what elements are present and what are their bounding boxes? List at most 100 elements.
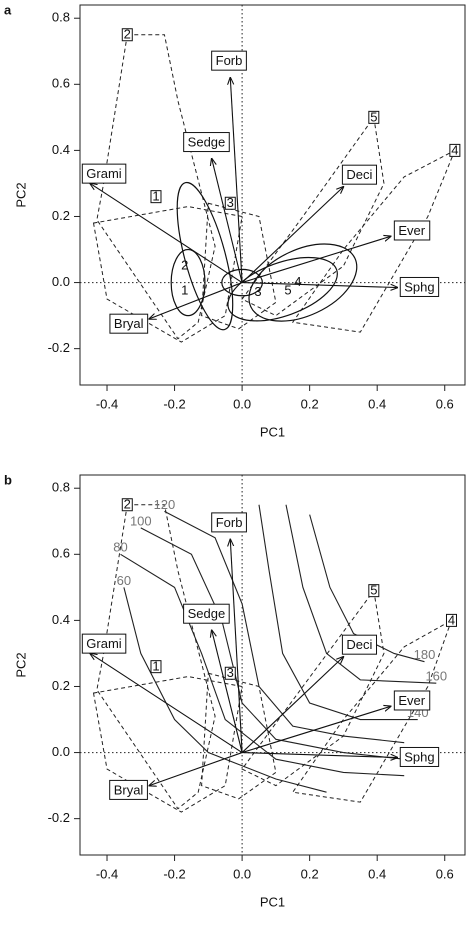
x-tick-label: 0.6	[436, 396, 454, 411]
x-axis-label: PC1	[260, 424, 285, 439]
site-hull	[241, 116, 385, 317]
arrow-label-box	[109, 779, 148, 800]
contour-line	[309, 514, 425, 663]
contour-line	[285, 504, 437, 684]
arrow-label: Deci	[346, 167, 372, 182]
y-tick-label: 0.8	[52, 480, 70, 495]
contour-label: 100	[130, 513, 152, 528]
site-label: 1	[152, 659, 159, 674]
arrow-label-box	[341, 164, 378, 185]
panel: b PC1 PC2 -0.4 -0.2 0.0 0.2 0.4 0.6 -0.2 0.0 0.2 0.4…	[4, 472, 466, 909]
site-hull	[92, 206, 243, 343]
centroid-label: 3	[254, 284, 261, 299]
contour-label: 180	[414, 647, 436, 662]
arrow-label-box	[341, 634, 378, 655]
x-tick-label: 0.4	[368, 866, 386, 881]
arrow-label-box	[109, 313, 149, 334]
arrow-label-box	[393, 690, 431, 711]
site-hull	[96, 504, 216, 810]
panel: a PC1 PC2 -0.4 -0.2 0.0 0.2 0.4 0.6 -0.2 0.0 0.2 0.4…	[4, 2, 466, 439]
site-label: 4	[451, 142, 458, 157]
x-tick-label: 0.0	[233, 866, 251, 881]
contour-line	[164, 510, 405, 744]
x-tick-label: 0.6	[436, 866, 454, 881]
arrow-label: Bryal	[114, 782, 144, 797]
site-label: 1	[152, 189, 159, 204]
contour-line	[258, 504, 418, 721]
site-box	[121, 498, 133, 512]
site-hull	[241, 589, 385, 787]
contour-label: 80	[113, 540, 127, 555]
site-hull	[96, 34, 216, 340]
site-label: 2	[124, 27, 131, 42]
centroid-label: 5	[284, 282, 291, 297]
contour-line	[123, 587, 327, 793]
site-ellipse	[176, 181, 234, 331]
site-hull	[201, 202, 277, 330]
y-tick-label: 0.0	[52, 744, 70, 759]
arrow-label: Grami	[86, 636, 122, 651]
x-tick-label: -0.4	[96, 866, 118, 881]
site-ellipse	[221, 268, 263, 297]
plot-frame	[79, 474, 466, 856]
site-label: 3	[227, 195, 234, 210]
loading-arrow	[241, 187, 343, 283]
site-box	[150, 190, 162, 204]
x-tick-label: -0.2	[163, 396, 185, 411]
site-hull	[291, 619, 453, 803]
site-box	[449, 143, 461, 157]
site-label: 5	[370, 583, 377, 598]
site-box	[368, 110, 380, 124]
arrow-label-box	[393, 220, 431, 241]
arrow-label-box	[399, 276, 440, 297]
x-tick-label: 0.2	[301, 866, 319, 881]
site-box	[368, 584, 380, 598]
arrow-label: Ever	[398, 223, 425, 238]
contour-line	[120, 553, 405, 777]
panel-letter: a	[4, 2, 12, 17]
y-axis-label: PC2	[13, 652, 28, 677]
y-tick-label: 0.4	[52, 142, 70, 157]
site-box	[150, 660, 162, 674]
arrow-label-box	[183, 603, 230, 624]
arrow-label-box	[399, 746, 440, 767]
arrow-label: Forb	[216, 515, 243, 530]
loading-arrow	[242, 752, 397, 758]
x-tick-label: 0.0	[233, 396, 251, 411]
arrow-label-box	[81, 633, 127, 654]
loading-arrow	[230, 78, 243, 283]
arrow-label: Bryal	[114, 316, 144, 331]
arrow-label: Sedge	[188, 606, 226, 621]
panel-letter: b	[4, 472, 12, 487]
arrow-label: Deci	[346, 637, 372, 652]
loading-arrow	[149, 282, 243, 319]
y-tick-label: 0.6	[52, 76, 70, 91]
site-hull	[291, 149, 456, 333]
loading-arrow	[90, 183, 243, 284]
arrow-label-box	[183, 132, 230, 153]
loading-arrow	[241, 236, 391, 284]
loading-arrow	[90, 653, 243, 754]
plot-area: 1 2 3 4 5	[80, 5, 465, 385]
arrow-label-box	[211, 512, 247, 533]
site-ellipse	[248, 243, 358, 322]
site-hull	[92, 676, 243, 813]
arrow-label: Forb	[216, 53, 243, 68]
x-tick-label: 0.4	[368, 396, 386, 411]
arrow-label-box	[81, 163, 127, 184]
site-ellipse	[170, 248, 206, 317]
loading-arrow	[241, 657, 343, 753]
site-box	[445, 613, 457, 627]
loading-arrow	[241, 706, 391, 754]
site-box	[121, 28, 133, 42]
y-tick-label: 0.8	[52, 10, 70, 25]
centroid-label: 1	[181, 282, 188, 297]
loading-arrow	[212, 630, 243, 753]
site-label: 4	[448, 612, 455, 627]
y-tick-label: 0.6	[52, 546, 70, 561]
contour-line	[140, 527, 405, 760]
y-tick-label: 0.2	[52, 208, 70, 223]
y-tick-label: -0.2	[48, 810, 70, 825]
site-label: 5	[370, 109, 377, 124]
